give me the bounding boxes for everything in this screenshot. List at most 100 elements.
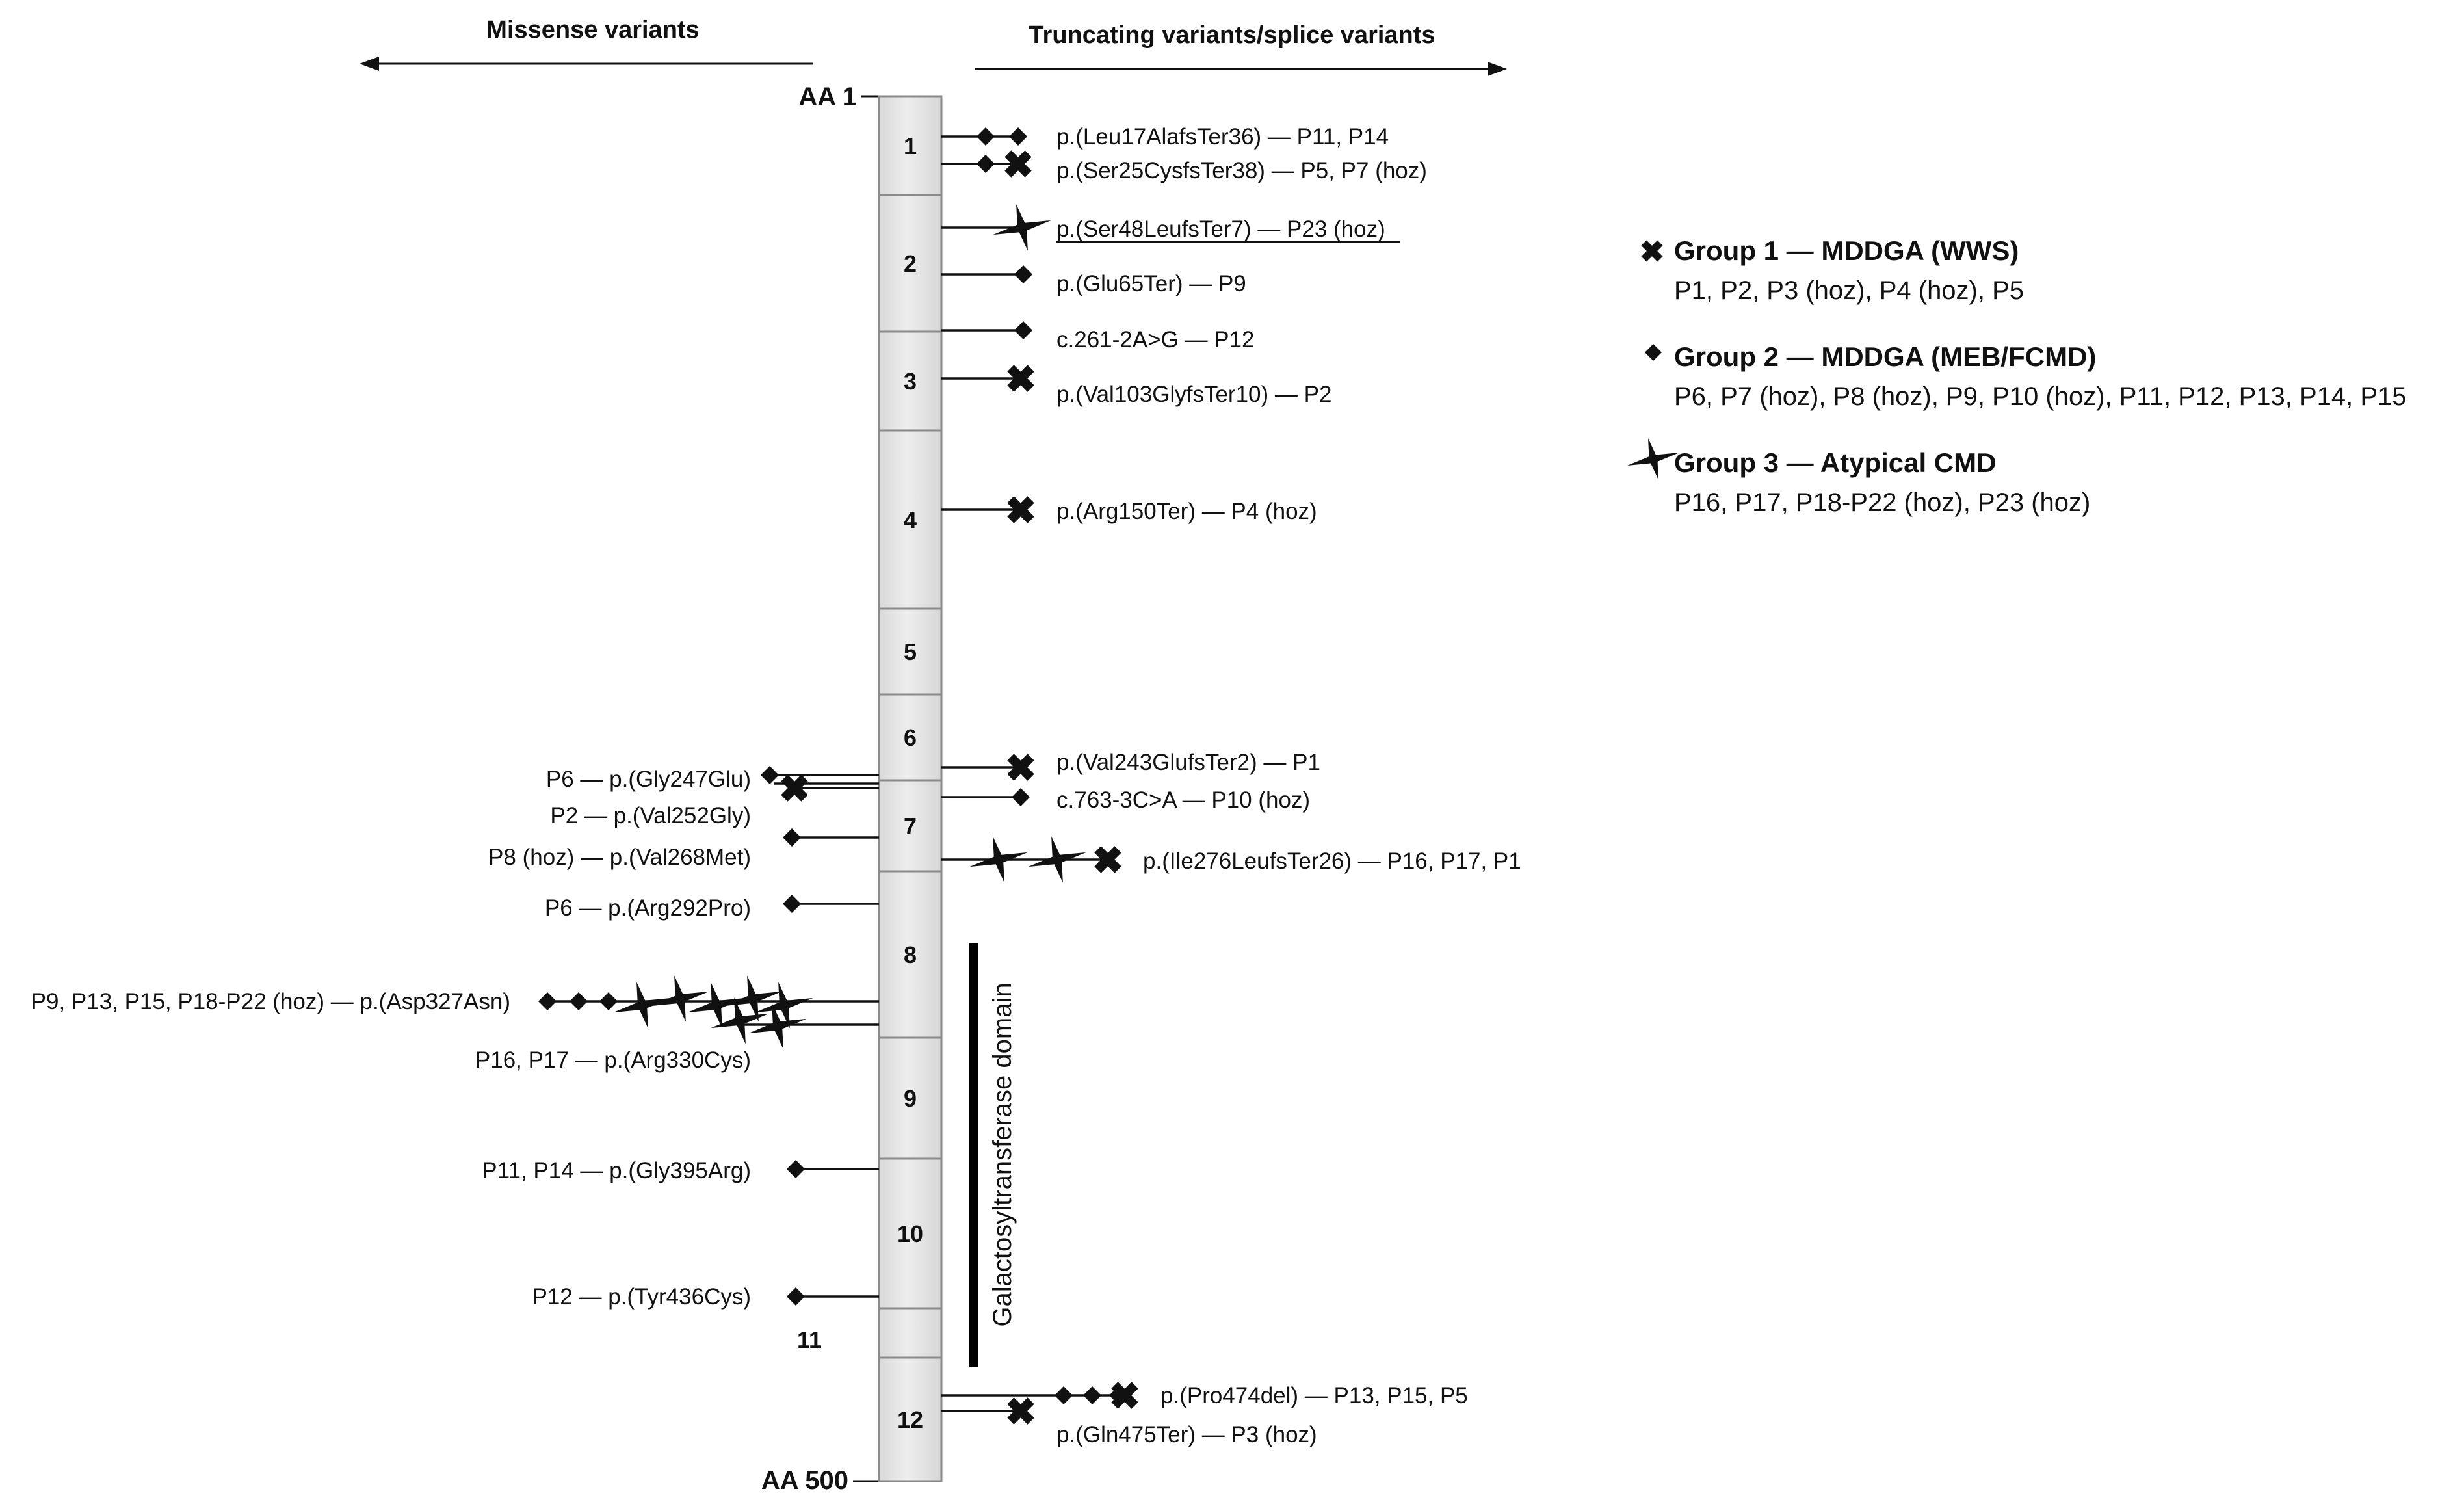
truncating-variant-label: p.(Arg150Ter) — P4 (hoz) [1056, 499, 1317, 524]
exon-label-2: 2 [904, 250, 917, 277]
diamond-icon [787, 1160, 805, 1178]
missense-variant: P8 (hoz) — p.(Val268Met) [488, 828, 879, 870]
truncating-variant: p.(Arg150Ter) — P4 (hoz) [941, 496, 1317, 524]
exon-8 [878, 870, 943, 1039]
star-icon [993, 204, 1051, 251]
truncating-variant-label: p.(Ser25CysfsTer38) — P5, P7 (hoz) [1056, 158, 1427, 183]
diamond-icon [1012, 788, 1030, 806]
truncating-variant-label: p.(Ser48LeufsTer7) — P23 (hoz) [1056, 217, 1385, 242]
star-icon [969, 836, 1028, 883]
legend-group-1-patients: P1, P2, P3 (hoz), P4 (hoz), P5 [1674, 276, 2024, 305]
missense-variant: P16, P17 — p.(Arg330Cys) [475, 997, 879, 1073]
diamond-icon [761, 766, 779, 784]
exon-label-4: 4 [904, 507, 917, 533]
truncating-variant: p.(Val103GlyfsTer10) — P2 [941, 365, 1331, 407]
missense-header-label: Missense variants [486, 16, 699, 44]
cross-icon [1094, 846, 1121, 873]
missense-variant: P6 — p.(Gly247Glu) [546, 766, 879, 792]
legend-group-1-title: Group 1 — MDDGA (WWS) [1674, 235, 2019, 266]
star-icon [724, 975, 782, 1022]
diamond-icon [1014, 265, 1032, 283]
diamond-icon [783, 828, 801, 847]
truncating-variant-label: p.(Gln475Ter) — P3 (hoz) [1056, 1422, 1317, 1447]
missense-variant-label: P12 — p.(Tyr436Cys) [532, 1284, 752, 1310]
legend-group-2: Group 2 — MDDGA (MEB/FCMD) P6, P7 (hoz),… [1645, 341, 2407, 411]
exon-label-9: 9 [904, 1085, 917, 1112]
truncating-variant: p.(Ser48LeufsTer7) — P23 (hoz) [941, 204, 1400, 251]
variant-layer: p.(Leu17AlafsTer36) — P11, P14 p.(Ser25Cy… [31, 124, 1521, 1447]
exon-2 [878, 194, 943, 333]
exon-9 [878, 1036, 943, 1160]
exon-label-12: 12 [897, 1406, 923, 1433]
truncating-variant: p.(Pro474del) — P13, P15, P5 [941, 1382, 1468, 1409]
truncating-variant-label: p.(Ile276LeufsTer26) — P16, P17, P1 [1143, 849, 1521, 874]
diamond-icon [787, 1287, 805, 1306]
exon-label-11: 11 [797, 1326, 822, 1353]
missense-variant-label: P9, P13, P15, P18-P22 (hoz) — p.(Asp327A… [31, 989, 510, 1014]
cross-icon [1641, 240, 1663, 262]
star-icon [687, 982, 746, 1029]
cross-icon [1007, 365, 1034, 392]
star-icon [613, 982, 672, 1029]
galactosyltransferase-domain: Galactosyltransferase domain [969, 943, 1017, 1367]
aa-start-label: AA 1 [798, 83, 857, 111]
missense-variant: P11, P14 — p.(Gly395Arg) [482, 1158, 879, 1183]
cross-icon [1007, 754, 1034, 781]
exon-12 [878, 1356, 943, 1482]
truncating-variant: p.(Glu65Ter) — P9 [941, 265, 1246, 296]
truncating-variant: p.(Ser25CysfsTer38) — P5, P7 (hoz) [941, 150, 1427, 183]
domain-label: Galactosyltransferase domain [988, 982, 1017, 1326]
truncating-header-label: Truncating variants/splice variants [1029, 21, 1435, 49]
legend-group-2-title: Group 2 — MDDGA (MEB/FCMD) [1674, 341, 2096, 372]
exon-5 [878, 607, 943, 696]
cross-icon [1007, 1397, 1034, 1425]
truncating-variant: c.261-2A>G — P12 [941, 321, 1254, 352]
diamond-icon [599, 992, 618, 1010]
truncating-variant: p.(Ile276LeufsTer26) — P16, P17, P1 [941, 836, 1521, 883]
truncating-variant: p.(Gln475Ter) — P3 (hoz) [941, 1397, 1317, 1447]
truncating-variant-label: p.(Glu65Ter) — P9 [1056, 271, 1246, 296]
diamond-icon [1055, 1386, 1073, 1404]
star-icon [1028, 836, 1086, 883]
header-missense: Missense variants [360, 16, 813, 71]
exon-label-10: 10 [897, 1220, 923, 1247]
star-icon [651, 975, 709, 1022]
missense-variant: P6 — p.(Arg292Pro) [545, 895, 879, 921]
truncating-variant-label: p.(Val243GlufsTer2) — P1 [1056, 750, 1320, 775]
exon-4 [878, 429, 943, 610]
exon-10 [878, 1157, 943, 1310]
truncating-variant-label: c.763-3C>A — P10 (hoz) [1056, 787, 1310, 813]
exon-11 [878, 1307, 943, 1359]
aa-end-label: AA 500 [761, 1466, 848, 1495]
truncating-variant-label: p.(Val103GlyfsTer10) — P2 [1056, 382, 1331, 407]
arrow-left-icon [360, 57, 379, 71]
truncating-variant-label: p.(Pro474del) — P13, P15, P5 [1160, 1383, 1468, 1408]
diamond-icon [1645, 344, 1662, 361]
exon-label-6: 6 [904, 724, 917, 751]
missense-variant-label: P16, P17 — p.(Arg330Cys) [475, 1047, 751, 1073]
missense-variant-label: P2 — p.(Val252Gly) [550, 803, 751, 828]
diamond-icon [976, 127, 995, 146]
missense-variant: P2 — p.(Val252Gly) [550, 774, 879, 828]
star-icon [1627, 438, 1680, 481]
star-icon [711, 997, 769, 1044]
cross-icon [1007, 496, 1034, 523]
cross-icon [1111, 1382, 1138, 1409]
missense-variant-label: P6 — p.(Gly247Glu) [546, 767, 751, 792]
truncating-variant: p.(Leu17AlafsTer36) — P11, P14 [941, 124, 1389, 150]
diamond-icon [538, 992, 557, 1010]
arrow-right-icon [1488, 62, 1507, 76]
legend-group-1: Group 1 — MDDGA (WWS) P1, P2, P3 (hoz), … [1641, 235, 2024, 305]
exon-7 [878, 779, 943, 873]
truncating-variant-label: p.(Leu17AlafsTer36) — P11, P14 [1056, 124, 1389, 150]
truncating-variant: c.763-3C>A — P10 (hoz) [941, 787, 1310, 813]
missense-variant-label: P6 — p.(Arg292Pro) [545, 895, 751, 921]
cross-icon [781, 774, 808, 802]
diamond-icon [570, 992, 588, 1010]
star-icon [748, 1003, 807, 1049]
truncating-variant-label: c.261-2A>G — P12 [1056, 327, 1254, 352]
legend-group-3-title: Group 3 — Atypical CMD [1674, 447, 1997, 478]
legend: Group 1 — MDDGA (WWS) P1, P2, P3 (hoz), … [1627, 235, 2407, 517]
header-truncating: Truncating variants/splice variants [975, 21, 1507, 76]
